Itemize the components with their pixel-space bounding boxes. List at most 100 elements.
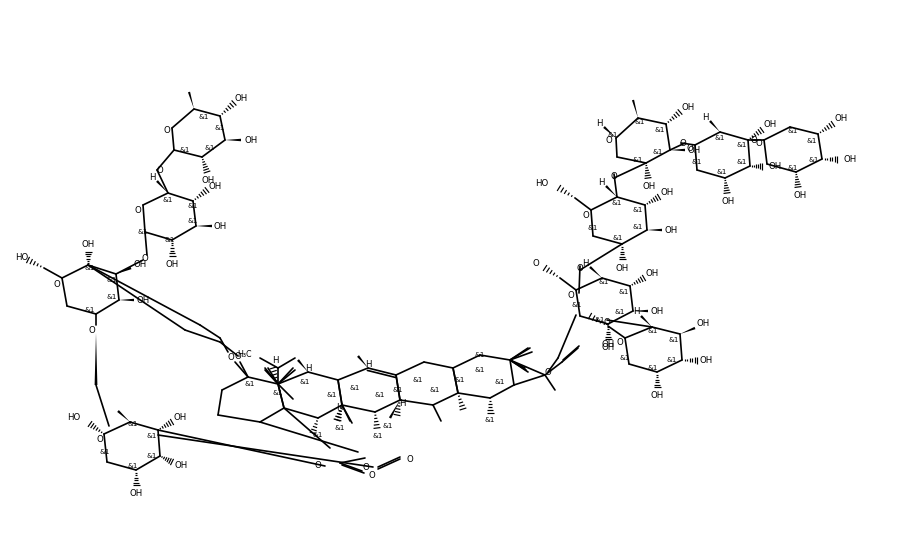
Text: &1: &1 — [613, 235, 623, 241]
Text: &1: &1 — [100, 449, 110, 455]
Text: &1: &1 — [85, 265, 95, 271]
Text: OH: OH — [664, 225, 678, 235]
Text: &1: &1 — [335, 425, 345, 431]
Text: &1: &1 — [669, 337, 679, 343]
Text: OH: OH — [763, 119, 777, 129]
Text: H: H — [305, 363, 311, 372]
Text: OH: OH — [244, 136, 258, 144]
Text: &1: &1 — [475, 352, 485, 358]
Polygon shape — [605, 185, 617, 197]
Text: O: O — [610, 172, 618, 180]
Text: OH: OH — [134, 260, 146, 268]
Text: O: O — [315, 462, 321, 470]
Text: OH: OH — [721, 197, 735, 205]
Text: &1: &1 — [199, 114, 210, 120]
Text: &1: &1 — [615, 309, 625, 315]
Text: H: H — [702, 112, 708, 122]
Text: &1: &1 — [788, 128, 798, 134]
Text: O: O — [135, 205, 142, 214]
Text: HO: HO — [67, 414, 80, 422]
Text: &1: &1 — [163, 197, 173, 203]
Text: &1: &1 — [165, 237, 175, 243]
Text: O: O — [606, 136, 612, 144]
Text: O: O — [756, 138, 762, 148]
Text: &1: &1 — [737, 159, 748, 165]
Text: &1: &1 — [652, 149, 663, 155]
Text: &1: &1 — [495, 379, 505, 385]
Text: H: H — [272, 356, 278, 364]
Text: O: O — [533, 258, 539, 268]
Text: &1: &1 — [485, 417, 495, 423]
Text: H: H — [149, 173, 156, 181]
Text: &1: &1 — [245, 381, 255, 387]
Text: &1: &1 — [667, 357, 677, 363]
Text: OH: OH — [234, 93, 248, 103]
Text: H: H — [582, 258, 588, 268]
Text: &1: &1 — [788, 165, 798, 171]
Text: &1: &1 — [809, 157, 819, 163]
Text: H: H — [597, 178, 604, 186]
Text: &1: &1 — [608, 132, 619, 138]
Text: &1: &1 — [475, 367, 485, 373]
Text: OH: OH — [651, 306, 663, 315]
Text: O: O — [156, 166, 164, 174]
Text: &1: &1 — [587, 225, 598, 231]
Text: O: O — [142, 254, 148, 262]
Text: &1: &1 — [572, 302, 582, 308]
Polygon shape — [116, 267, 132, 274]
Text: &1: &1 — [146, 453, 157, 459]
Polygon shape — [633, 310, 648, 312]
Text: O: O — [369, 470, 375, 479]
Text: O: O — [544, 368, 552, 376]
Text: OH: OH — [687, 146, 701, 155]
Text: HO: HO — [15, 252, 28, 262]
Text: OH: OH — [173, 414, 187, 422]
Text: O: O — [97, 435, 103, 445]
Text: &1: &1 — [598, 279, 609, 285]
Text: &1: &1 — [128, 421, 138, 427]
Polygon shape — [357, 355, 368, 368]
Text: &1: &1 — [188, 218, 199, 224]
Text: &1: &1 — [350, 385, 361, 391]
Text: OH: OH — [166, 260, 178, 268]
Text: &1: &1 — [619, 355, 630, 361]
Text: O: O — [680, 138, 686, 148]
Text: &1: &1 — [455, 377, 465, 383]
Text: O: O — [228, 352, 234, 362]
Text: OH: OH — [682, 103, 694, 111]
Text: &1: &1 — [633, 207, 643, 213]
Text: &1: &1 — [107, 277, 117, 283]
Text: O: O — [164, 125, 170, 135]
Polygon shape — [389, 400, 400, 419]
Text: OH: OH — [793, 191, 807, 199]
Text: HO: HO — [534, 179, 548, 187]
Text: O: O — [686, 143, 694, 153]
Text: &1: &1 — [372, 433, 383, 439]
Text: H: H — [336, 403, 342, 413]
Text: &1: &1 — [375, 392, 385, 398]
Polygon shape — [709, 120, 720, 132]
Text: &1: &1 — [313, 432, 323, 438]
Text: &1: &1 — [430, 387, 440, 393]
Text: &1: &1 — [393, 387, 404, 393]
Polygon shape — [117, 410, 130, 422]
Text: O: O — [54, 280, 60, 288]
Text: OH: OH — [136, 295, 150, 305]
Text: O: O — [576, 263, 584, 273]
Text: &1: &1 — [648, 365, 658, 371]
Text: O: O — [406, 454, 414, 464]
Text: &1: &1 — [382, 423, 393, 429]
Text: OH: OH — [645, 268, 659, 277]
Polygon shape — [640, 315, 652, 327]
Text: &1: &1 — [692, 159, 702, 165]
Text: &1: &1 — [595, 317, 605, 323]
Text: O: O — [604, 318, 610, 326]
Polygon shape — [670, 149, 685, 151]
Text: &1: &1 — [85, 307, 95, 313]
Text: OH: OH — [642, 181, 656, 191]
Text: OH: OH — [129, 489, 143, 497]
Text: &1: &1 — [807, 138, 817, 144]
Text: &1: &1 — [180, 147, 190, 153]
Text: &1: &1 — [128, 463, 138, 469]
Polygon shape — [603, 126, 616, 138]
